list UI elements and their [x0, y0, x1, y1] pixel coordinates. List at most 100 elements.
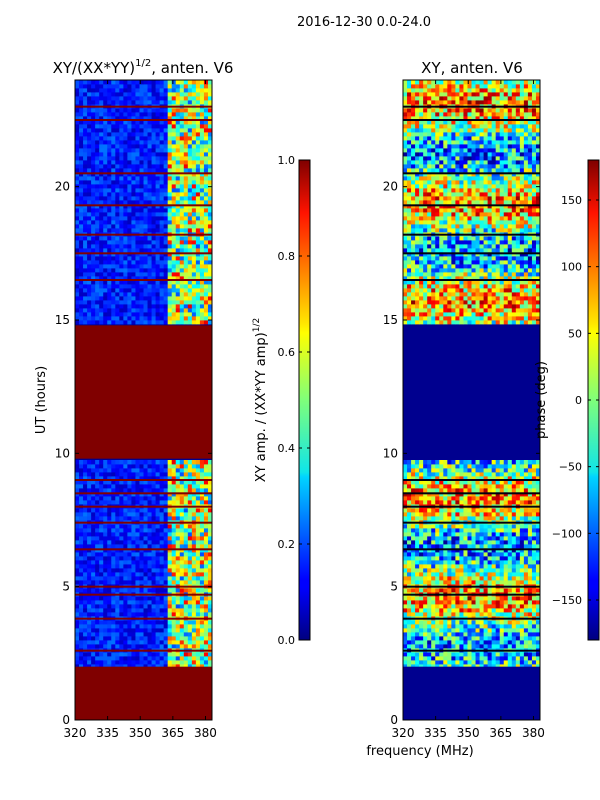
- heatmap-cell: [483, 600, 489, 605]
- heatmap-cell: [91, 480, 96, 485]
- heatmap-cell: [147, 628, 152, 633]
- heatmap-cell: [491, 664, 497, 669]
- heatmap-cell: [163, 536, 169, 541]
- heatmap-cell: [151, 224, 156, 229]
- heatmap-cell: [183, 124, 189, 129]
- heatmap-cell: [75, 620, 80, 625]
- heatmap-cell: [199, 180, 205, 185]
- heatmap-cell: [183, 164, 189, 169]
- heatmap-cell: [131, 512, 136, 517]
- heatmap-cell: [119, 640, 124, 645]
- heatmap-cell: [479, 656, 484, 661]
- heatmap-cell: [515, 636, 521, 641]
- heatmap-cell: [191, 312, 197, 317]
- heatmap-cell: [87, 652, 92, 657]
- heatmap-cell: [491, 552, 497, 557]
- heatmap-cell: [143, 152, 148, 157]
- heatmap-cell: [115, 108, 120, 113]
- heatmap-cell: [191, 636, 197, 641]
- heatmap-cell: [171, 532, 177, 537]
- heatmap-cell: [175, 296, 181, 301]
- heatmap-cell: [443, 604, 448, 609]
- heatmap-cell: [115, 268, 120, 273]
- heatmap-cell: [175, 192, 181, 197]
- heatmap-cell: [103, 488, 108, 493]
- heatmap-cell: [99, 580, 104, 585]
- heatmap-cell: [167, 144, 173, 149]
- heatmap-cell: [199, 516, 205, 521]
- heatmap-cell: [107, 128, 112, 133]
- heatmap-cell: [131, 196, 136, 201]
- heatmap-cell: [91, 184, 96, 189]
- heatmap-cell: [179, 128, 185, 133]
- heatmap-cell: [415, 572, 420, 577]
- heatmap-cell: [135, 144, 140, 149]
- heatmap-cell: [439, 644, 444, 649]
- heatmap-cell: [479, 664, 484, 669]
- heatmap-cell: [183, 540, 189, 545]
- heatmap-cell: [443, 644, 448, 649]
- heatmap-cell: [495, 560, 501, 565]
- heatmap-cell: [155, 588, 161, 593]
- heatmap-cell: [151, 108, 156, 113]
- heatmap-cell: [95, 312, 100, 317]
- heatmap-cell: [207, 552, 213, 557]
- heatmap-cell: [95, 516, 100, 521]
- heatmap-cell: [99, 512, 104, 517]
- heatmap-cell: [503, 580, 509, 585]
- heatmap-cell: [411, 572, 416, 577]
- heatmap-cell: [75, 300, 80, 305]
- heatmap-cell: [503, 644, 509, 649]
- heatmap-cell: [151, 596, 156, 601]
- heatmap-cell: [131, 216, 136, 221]
- heatmap-cell: [519, 552, 525, 557]
- heatmap-cell: [95, 316, 100, 321]
- heatmap-cell: [127, 168, 132, 173]
- heatmap-cell: [95, 264, 100, 269]
- heatmap-cell: [155, 596, 161, 601]
- heatmap-cell: [143, 140, 148, 145]
- heatmap-cell: [207, 576, 213, 581]
- heatmap-cell: [407, 572, 412, 577]
- heatmap-cell: [79, 572, 84, 577]
- heatmap-cell: [159, 576, 165, 581]
- heatmap-cell: [123, 236, 128, 241]
- heatmap-cell: [183, 272, 189, 277]
- heatmap-cell: [127, 464, 132, 469]
- heatmap-cell: [191, 264, 197, 269]
- heatmap-cell: [75, 532, 80, 537]
- heatmap-cell: [127, 108, 132, 113]
- heatmap-cell: [83, 512, 88, 517]
- heatmap-cell: [127, 624, 132, 629]
- heatmap-cell: [531, 600, 537, 605]
- heatmap-cell: [523, 632, 529, 637]
- heatmap-cell: [131, 132, 136, 137]
- heatmap-cell: [435, 576, 440, 581]
- heatmap-cell: [179, 656, 185, 661]
- heatmap-cell: [487, 628, 493, 633]
- heatmap-cell: [207, 536, 213, 541]
- heatmap-cell: [175, 128, 181, 133]
- heatmap-cell: [411, 640, 416, 645]
- heatmap-cell: [99, 624, 104, 629]
- heatmap-cell: [139, 540, 144, 545]
- heatmap-cell: [471, 560, 476, 565]
- flag-line: [75, 548, 212, 551]
- heatmap-cell: [483, 632, 489, 637]
- heatmap-cell: [135, 264, 140, 269]
- heatmap-cell: [207, 276, 213, 281]
- heatmap-cell: [179, 316, 185, 321]
- heatmap-cell: [447, 608, 452, 613]
- heatmap-cell: [111, 636, 116, 641]
- heatmap-cell: [171, 576, 177, 581]
- heatmap-cell: [195, 596, 201, 601]
- heatmap-cell: [487, 664, 493, 669]
- heatmap-cell: [135, 212, 140, 217]
- heatmap-cell: [471, 572, 476, 577]
- heatmap-cell: [183, 212, 189, 217]
- heatmap-cell: [127, 176, 132, 181]
- heatmap-cell: [131, 496, 136, 501]
- heatmap-cell: [495, 632, 501, 637]
- heatmap-cell: [195, 84, 201, 89]
- heatmap-cell: [163, 244, 169, 249]
